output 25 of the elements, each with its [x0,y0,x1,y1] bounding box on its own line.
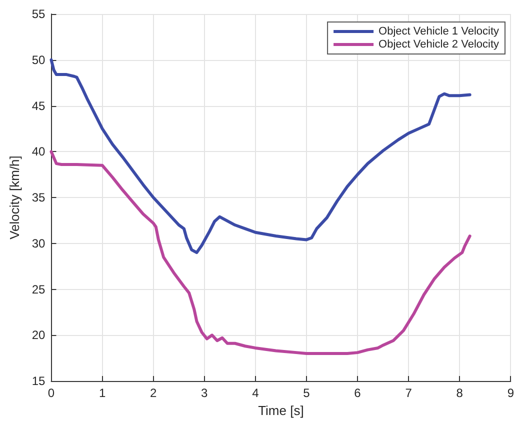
x-tick-label: 5 [303,386,310,400]
x-tick-label: 6 [354,386,362,400]
y-tick-label: 55 [32,7,46,21]
line-series [50,58,472,254]
y-tick-label: 35 [32,190,46,204]
y-tick-label: 20 [32,328,46,342]
y-tick-label: 15 [32,374,46,388]
y-tick-label: 50 [32,52,46,67]
x-tick-label: 9 [507,386,514,400]
y-tick-label: 25 [32,282,46,296]
x-axis-title: Time [s] [258,402,304,418]
x-tick-label: 0 [48,386,55,400]
legend-label: Object Vehicle 1 Velocity [378,26,500,38]
x-tick-label: 1 [98,386,106,400]
x-tick-label: 2 [150,386,157,400]
y-axis-title: Velocity [km/h] [7,156,22,240]
y-tick-label: 30 [32,236,46,250]
y-tick-label: 45 [32,98,46,113]
legend-label: Object Vehicle 2 Velocity [378,38,500,50]
y-tick-label: 40 [32,144,46,159]
x-tick-label: 8 [456,386,464,400]
x-tick-label: 7 [405,386,412,400]
line-series [50,150,472,355]
x-tick-label: 4 [252,386,260,400]
x-tick-label: 3 [201,386,208,400]
